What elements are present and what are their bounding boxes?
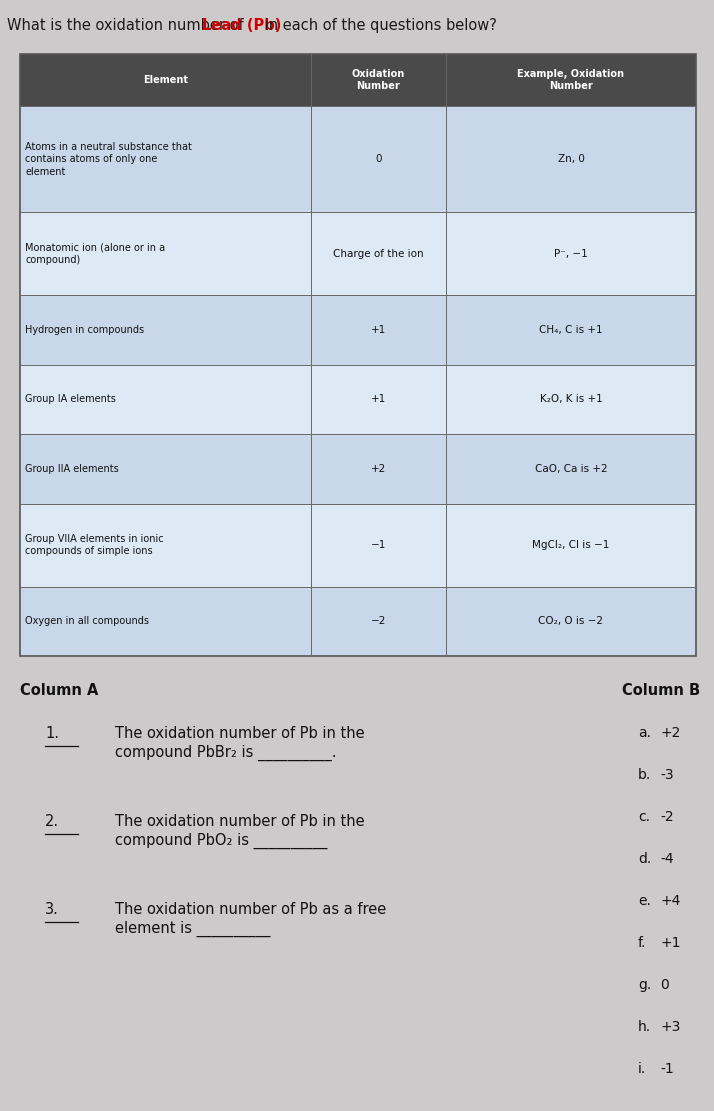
Bar: [20, 296, 696, 364]
Text: g.: g.: [638, 978, 651, 992]
Text: -3: -3: [660, 768, 673, 782]
Text: i.: i.: [638, 1062, 646, 1075]
Bar: [20, 503, 696, 587]
Text: Oxygen in all compounds: Oxygen in all compounds: [25, 617, 149, 627]
Text: 3.: 3.: [45, 902, 59, 917]
Text: Hydrogen in compounds: Hydrogen in compounds: [25, 326, 144, 336]
Bar: [20, 434, 696, 503]
Text: -1: -1: [660, 1062, 674, 1075]
Text: P⁻, −1: P⁻, −1: [554, 249, 588, 259]
Text: The oxidation number of Pb in the: The oxidation number of Pb in the: [115, 725, 365, 741]
Text: compound PbBr₂ is __________.: compound PbBr₂ is __________.: [115, 745, 336, 761]
Text: +1: +1: [371, 394, 386, 404]
Bar: [20, 587, 696, 655]
Text: f.: f.: [638, 935, 646, 950]
Text: MgCl₂, Cl is −1: MgCl₂, Cl is −1: [532, 540, 610, 550]
Text: in each of the questions below?: in each of the questions below?: [260, 18, 497, 33]
Text: Lead (Pb): Lead (Pb): [202, 18, 281, 33]
Text: −2: −2: [371, 617, 386, 627]
Text: 2.: 2.: [45, 814, 59, 829]
Text: -4: -4: [660, 852, 673, 865]
Text: +3: +3: [660, 1020, 680, 1034]
Text: Atoms in a neutral substance that
contains atoms of only one
element: Atoms in a neutral substance that contai…: [25, 142, 192, 177]
Text: Zn, 0: Zn, 0: [558, 154, 584, 164]
Text: +2: +2: [660, 725, 680, 740]
Text: d.: d.: [638, 852, 651, 865]
Text: CH₄, C is +1: CH₄, C is +1: [539, 326, 603, 336]
Text: +4: +4: [660, 894, 680, 908]
Text: a.: a.: [638, 725, 651, 740]
Bar: [20, 364, 696, 434]
Text: Column B: Column B: [622, 683, 700, 698]
Bar: [20, 54, 696, 106]
Text: Group VIIA elements in ionic
compounds of simple ions: Group VIIA elements in ionic compounds o…: [25, 534, 164, 557]
Text: Monatomic ion (alone or in a
compound): Monatomic ion (alone or in a compound): [25, 242, 165, 266]
Text: +2: +2: [371, 464, 386, 474]
Text: h.: h.: [638, 1020, 651, 1034]
Text: Element: Element: [143, 76, 188, 86]
Text: Oxidation
Number: Oxidation Number: [352, 69, 405, 91]
Text: CaO, Ca is +2: CaO, Ca is +2: [535, 464, 607, 474]
Bar: [20, 212, 696, 296]
Text: Group IA elements: Group IA elements: [25, 394, 116, 404]
Text: b.: b.: [638, 768, 651, 782]
Text: K₂O, K is +1: K₂O, K is +1: [540, 394, 603, 404]
Text: compound PbO₂ is __________: compound PbO₂ is __________: [115, 833, 328, 849]
Text: The oxidation number of Pb as a free: The oxidation number of Pb as a free: [115, 902, 386, 917]
Text: The oxidation number of Pb in the: The oxidation number of Pb in the: [115, 814, 365, 829]
Bar: [20, 106, 696, 212]
Text: Charge of the ion: Charge of the ion: [333, 249, 423, 259]
Text: 0: 0: [660, 978, 669, 992]
Text: +1: +1: [371, 326, 386, 336]
Bar: [20, 54, 696, 655]
Text: c.: c.: [638, 810, 650, 824]
Text: 0: 0: [375, 154, 381, 164]
Text: −1: −1: [371, 540, 386, 550]
Text: -2: -2: [660, 810, 673, 824]
Text: What is the oxidation number of: What is the oxidation number of: [7, 18, 248, 33]
Text: Example, Oxidation
Number: Example, Oxidation Number: [518, 69, 625, 91]
Text: 1.: 1.: [45, 725, 59, 741]
Text: CO₂, O is −2: CO₂, O is −2: [538, 617, 603, 627]
Text: Column A: Column A: [20, 683, 99, 698]
Text: +1: +1: [660, 935, 680, 950]
Text: e.: e.: [638, 894, 651, 908]
Text: Group IIA elements: Group IIA elements: [25, 464, 119, 474]
Text: element is __________: element is __________: [115, 921, 271, 938]
